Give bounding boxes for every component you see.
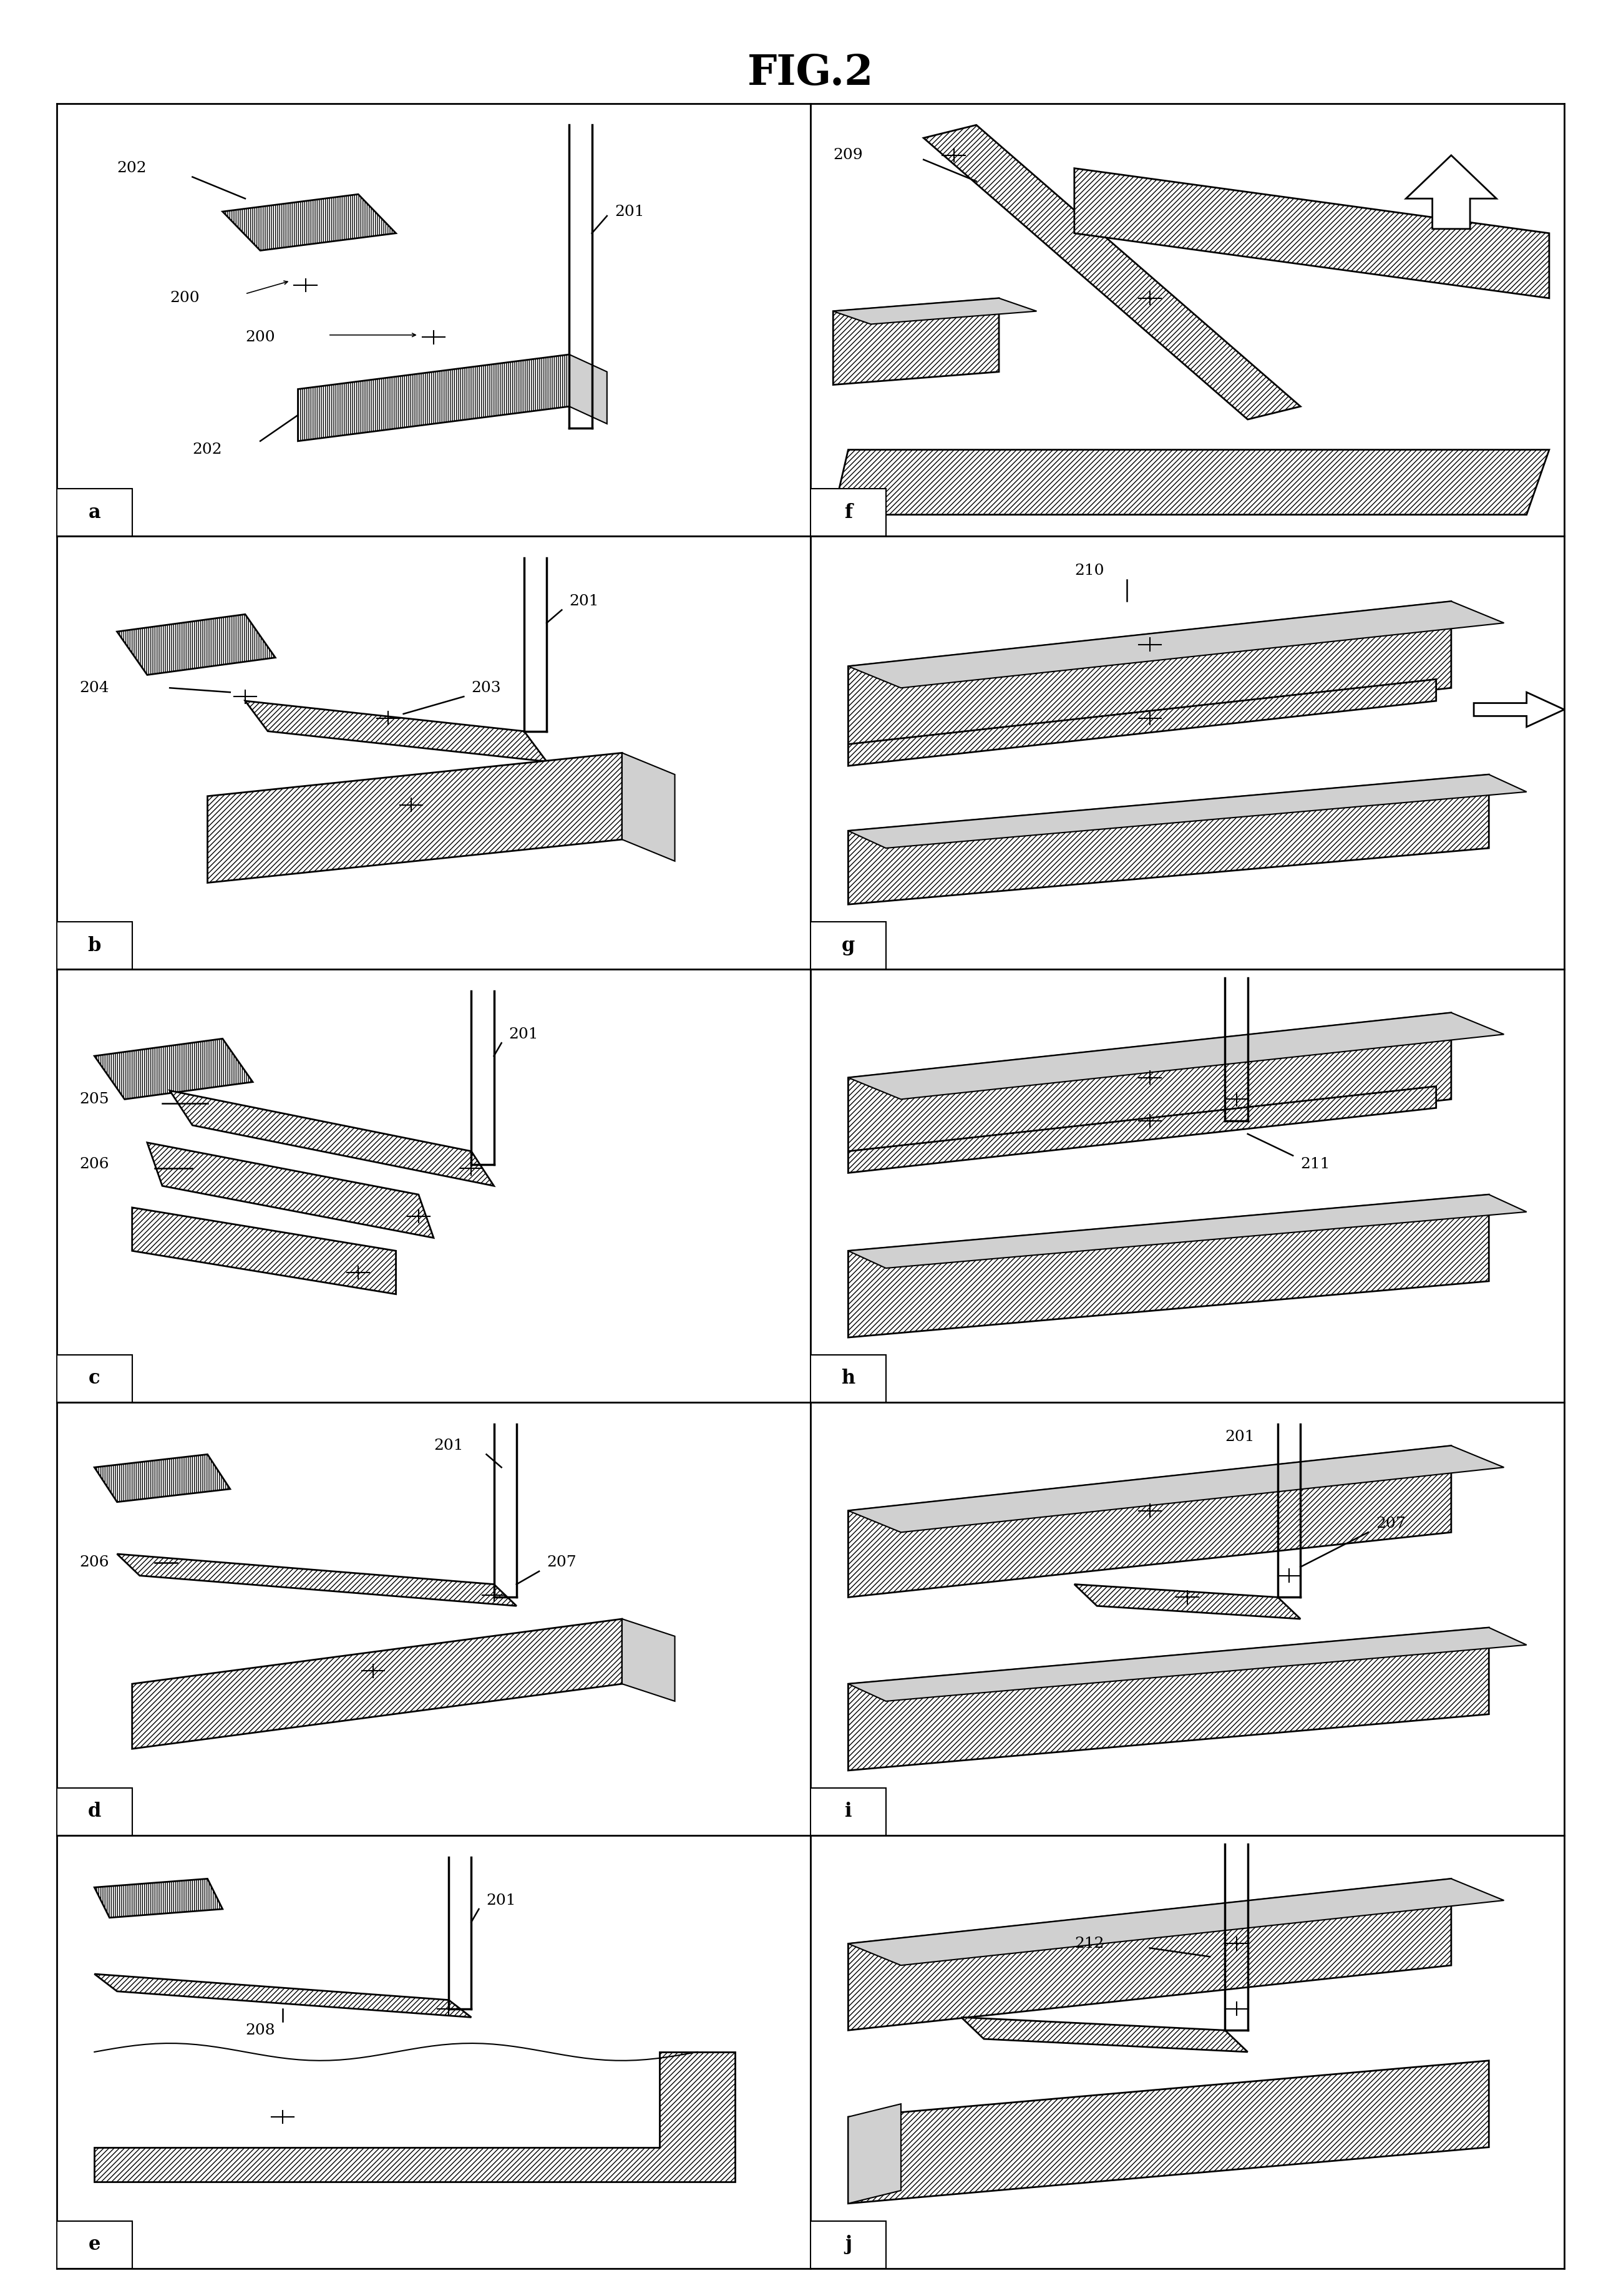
Polygon shape: [622, 1619, 674, 1701]
Text: FIG.2: FIG.2: [747, 53, 874, 94]
FancyBboxPatch shape: [810, 2220, 885, 2268]
Text: b: b: [88, 937, 101, 955]
FancyBboxPatch shape: [810, 1789, 885, 1835]
Text: 205: 205: [79, 1093, 109, 1107]
Text: 201: 201: [1225, 1430, 1255, 1444]
Polygon shape: [848, 1446, 1451, 1598]
Polygon shape: [207, 753, 622, 882]
Text: i: i: [845, 1802, 851, 1821]
Polygon shape: [848, 602, 1451, 753]
Polygon shape: [848, 1013, 1504, 1100]
Polygon shape: [848, 1446, 1504, 1531]
Text: c: c: [89, 1368, 101, 1389]
Text: 209: 209: [833, 149, 862, 163]
Polygon shape: [622, 753, 674, 861]
Text: 206: 206: [79, 1554, 109, 1570]
Polygon shape: [1075, 168, 1550, 298]
Text: 201: 201: [433, 1440, 464, 1453]
Text: 200: 200: [245, 331, 276, 344]
Text: 210: 210: [1075, 565, 1104, 579]
Polygon shape: [94, 1975, 472, 2018]
Text: d: d: [88, 1802, 101, 1821]
Polygon shape: [133, 1208, 396, 1295]
Polygon shape: [848, 1878, 1504, 1965]
FancyBboxPatch shape: [57, 1789, 133, 1835]
FancyBboxPatch shape: [810, 921, 885, 969]
Text: 211: 211: [1300, 1157, 1329, 1171]
Text: 201: 201: [569, 595, 598, 608]
Text: 201: 201: [614, 204, 644, 218]
Polygon shape: [569, 354, 606, 425]
Polygon shape: [94, 2053, 734, 2181]
Text: 202: 202: [193, 443, 222, 457]
Polygon shape: [848, 602, 1504, 689]
Polygon shape: [848, 774, 1527, 847]
Polygon shape: [848, 1013, 1451, 1164]
FancyBboxPatch shape: [810, 489, 885, 537]
Text: 206: 206: [79, 1157, 109, 1171]
Text: j: j: [845, 2234, 851, 2255]
Polygon shape: [1473, 691, 1564, 728]
Polygon shape: [94, 1878, 222, 1917]
Text: h: h: [841, 1368, 856, 1389]
Text: 204: 204: [79, 680, 109, 696]
Polygon shape: [117, 1554, 517, 1605]
Polygon shape: [94, 1453, 230, 1502]
Polygon shape: [848, 774, 1488, 905]
Text: 212: 212: [1075, 1936, 1104, 1952]
Text: 200: 200: [170, 292, 199, 305]
Text: a: a: [88, 503, 101, 521]
Polygon shape: [833, 298, 999, 386]
Polygon shape: [924, 124, 1300, 420]
Polygon shape: [848, 1628, 1527, 1701]
Polygon shape: [94, 1038, 253, 1100]
Polygon shape: [133, 1619, 622, 1750]
Polygon shape: [848, 1628, 1488, 1770]
Polygon shape: [848, 1194, 1488, 1339]
Text: 207: 207: [1376, 1515, 1405, 1531]
Polygon shape: [117, 615, 276, 675]
Text: f: f: [845, 503, 853, 521]
Text: 201: 201: [486, 1894, 515, 1908]
Polygon shape: [848, 680, 1436, 767]
Text: 202: 202: [117, 161, 148, 174]
Polygon shape: [848, 1086, 1436, 1173]
Polygon shape: [1405, 156, 1496, 230]
FancyBboxPatch shape: [57, 489, 133, 537]
Polygon shape: [833, 450, 1550, 514]
Polygon shape: [848, 1194, 1527, 1267]
FancyBboxPatch shape: [57, 1355, 133, 1403]
Polygon shape: [170, 1091, 494, 1185]
Text: g: g: [841, 937, 854, 955]
Text: 203: 203: [472, 680, 501, 696]
Polygon shape: [833, 298, 1036, 324]
Polygon shape: [848, 2060, 1488, 2204]
Text: 201: 201: [509, 1026, 538, 1042]
Polygon shape: [848, 1878, 1451, 2030]
Polygon shape: [148, 1143, 433, 1238]
Text: 207: 207: [546, 1554, 577, 1570]
Polygon shape: [298, 354, 569, 441]
FancyBboxPatch shape: [810, 1355, 885, 1403]
Polygon shape: [245, 700, 546, 762]
Text: 208: 208: [245, 2023, 276, 2037]
Polygon shape: [1075, 1584, 1300, 1619]
FancyBboxPatch shape: [57, 2220, 133, 2268]
Polygon shape: [848, 2103, 901, 2204]
FancyBboxPatch shape: [57, 921, 133, 969]
Polygon shape: [961, 2018, 1248, 2053]
Text: e: e: [88, 2234, 101, 2255]
Polygon shape: [222, 195, 396, 250]
